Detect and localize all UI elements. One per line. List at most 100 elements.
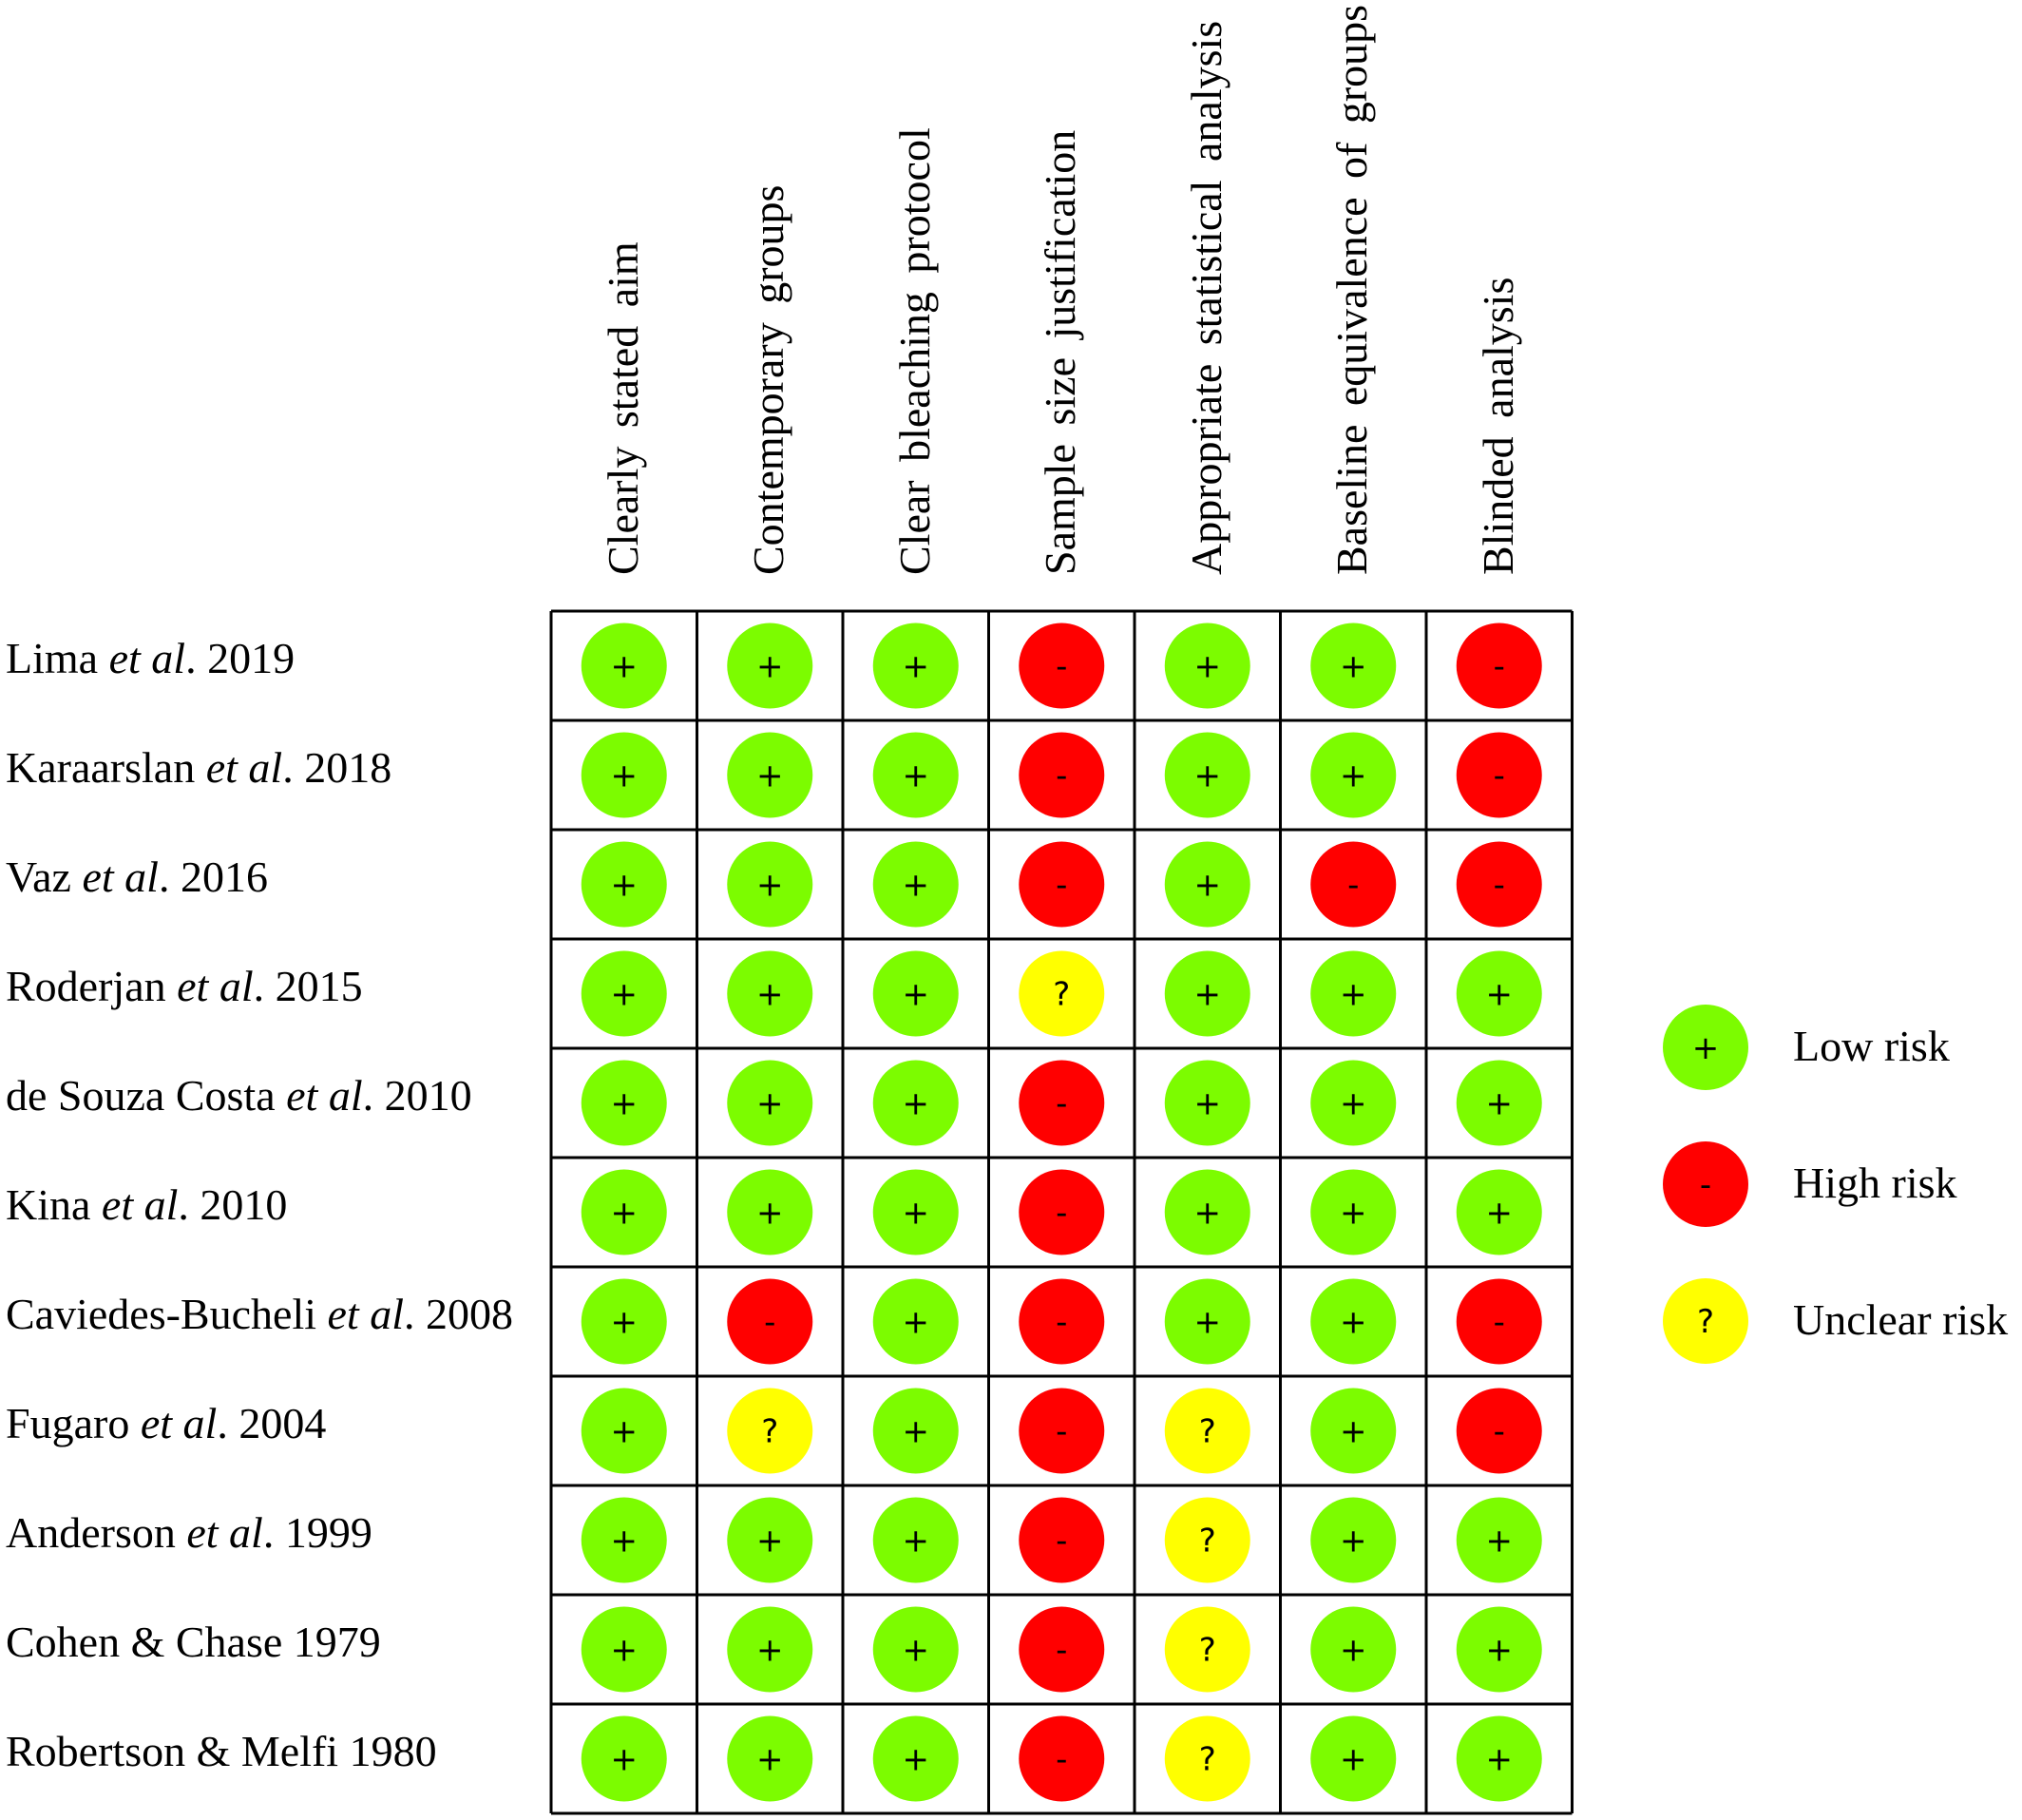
risk-symbol: - [1056, 1304, 1067, 1342]
risk-mark-minus: - [1019, 1278, 1105, 1365]
risk-circle [1310, 1388, 1397, 1474]
risk-symbol: + [611, 976, 639, 1014]
risk-symbol: + [611, 1632, 639, 1670]
risk-mark-minus: - [1019, 1497, 1105, 1583]
risk-symbol: - [1056, 1523, 1067, 1561]
risk-mark-minus: - [1019, 841, 1105, 928]
study-etal: et al [205, 743, 283, 792]
risk-symbol: + [903, 1523, 930, 1561]
risk-circle [1019, 841, 1105, 928]
risk-symbol: - [1494, 1413, 1505, 1451]
risk-symbol: - [1056, 1413, 1067, 1451]
risk-symbol: - [1056, 867, 1067, 905]
risk-circle [1019, 1715, 1105, 1802]
risk-mark-plus: + [1310, 1715, 1397, 1802]
risk-circle [581, 950, 667, 1037]
legend-label: Low risk [1793, 1022, 1950, 1070]
legend-symbol: ? [1697, 1303, 1714, 1341]
risk-symbol: ? [1199, 1523, 1216, 1561]
risk-mark-plus: + [727, 1715, 813, 1802]
risk-circle [727, 1060, 813, 1146]
study-etal: et al [327, 1290, 404, 1338]
risk-circle [1456, 623, 1542, 709]
study-year: . 2018 [282, 743, 392, 792]
risk-mark-plus: + [872, 732, 959, 818]
legend-symbol: - [1700, 1166, 1711, 1204]
risk-mark-plus: + [727, 623, 813, 709]
column-header-text: Contemporary groups [744, 184, 793, 575]
study-year: . 1999 [262, 1508, 372, 1557]
risk-circle [727, 1278, 813, 1365]
column-header-text: Blinded analysis [1473, 277, 1522, 575]
risk-symbol: + [903, 757, 930, 795]
risk-circle [1019, 1388, 1105, 1474]
study-label: Robertson & Melfi 1980 [6, 1696, 437, 1806]
risk-symbol: + [903, 1413, 930, 1451]
risk-circle [1456, 1060, 1542, 1146]
risk-symbol: ? [1053, 976, 1070, 1014]
risk-circle [727, 732, 813, 818]
risk-symbol: + [1486, 976, 1514, 1014]
risk-circle [727, 1169, 813, 1255]
study-year: . 2015 [253, 962, 363, 1010]
risk-symbol: + [1340, 648, 1367, 686]
risk-symbol: + [1340, 1413, 1367, 1451]
study-etal: et al [177, 962, 254, 1010]
risk-mark-plus: + [1164, 1278, 1250, 1365]
risk-mark-minus: - [1456, 1278, 1542, 1365]
risk-mark-plus: + [1310, 1606, 1397, 1693]
risk-symbol: + [756, 1741, 784, 1779]
study-author: Fugaro [6, 1399, 141, 1447]
risk-mark-plus: + [1456, 950, 1542, 1037]
risk-symbol: + [1194, 757, 1222, 795]
risk-circle [1456, 732, 1542, 818]
risk-mark-plus: + [581, 1606, 667, 1693]
risk-symbol: + [1340, 757, 1367, 795]
risk-symbol: + [756, 976, 784, 1014]
risk-circle [1456, 1715, 1542, 1802]
study-author: Kina [6, 1180, 102, 1229]
risk-mark-plus: + [581, 950, 667, 1037]
risk-circle [1456, 1606, 1542, 1693]
risk-symbol: + [611, 1741, 639, 1779]
risk-circle [1164, 1715, 1250, 1802]
risk-symbol: + [611, 1195, 639, 1233]
risk-symbol: + [756, 867, 784, 905]
study-author: Lima [6, 634, 109, 682]
risk-circle [727, 1388, 813, 1474]
study-label: Cohen & Chase 1979 [6, 1587, 381, 1696]
risk-symbol: + [611, 757, 639, 795]
risk-mark-question: ? [1164, 1388, 1250, 1474]
study-author: Anderson [6, 1508, 187, 1557]
risk-mark-plus: + [727, 1606, 813, 1693]
risk-circle [1310, 950, 1397, 1037]
risk-circle [581, 841, 667, 928]
column-header-text: Sample size justification [1036, 129, 1085, 575]
risk-circle [872, 950, 959, 1037]
risk-mark-plus: + [581, 1715, 667, 1802]
study-label: de Souza Costa et al. 2010 [6, 1041, 472, 1150]
legend-circle [1663, 1141, 1748, 1227]
risk-symbol: + [1486, 1741, 1514, 1779]
risk-circle [581, 623, 667, 709]
risk-mark-plus: + [1164, 623, 1250, 709]
risk-circle [1164, 1060, 1250, 1146]
study-label: Kina et al. 2010 [6, 1150, 287, 1259]
risk-circle [1019, 1060, 1105, 1146]
column-header-text: Clearly stated aim [598, 241, 647, 575]
risk-mark-plus: + [1164, 1169, 1250, 1255]
risk-symbol: + [903, 867, 930, 905]
risk-symbol: + [903, 1195, 930, 1233]
legend-marker-minus: - [1663, 1141, 1748, 1227]
risk-mark-minus: - [1456, 1388, 1542, 1474]
risk-circle [1456, 1388, 1542, 1474]
risk-circle [1456, 1497, 1542, 1583]
risk-symbol: + [1194, 976, 1222, 1014]
risk-symbol: + [1340, 1523, 1367, 1561]
risk-mark-plus: + [581, 1060, 667, 1146]
risk-mark-plus: + [872, 950, 959, 1037]
risk-mark-plus: + [1456, 1606, 1542, 1693]
risk-symbol: ? [761, 1413, 778, 1451]
risk-circle [872, 841, 959, 928]
risk-mark-plus: + [1310, 732, 1397, 818]
